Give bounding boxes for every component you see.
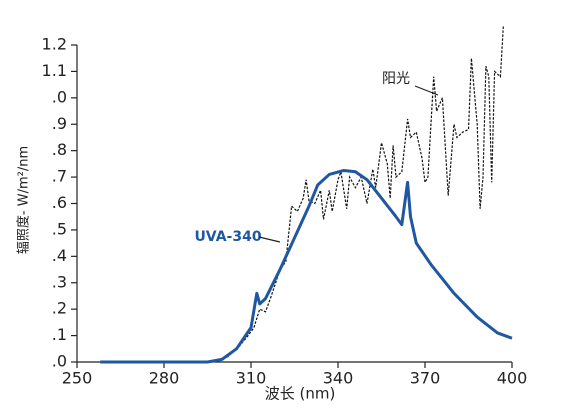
y-tick-label: 1.2 <box>42 35 67 54</box>
x-axis-label: 波长 (nm) <box>265 385 336 403</box>
y-tick-label: .0 <box>52 352 67 371</box>
x-tick-label: 250 <box>62 369 93 388</box>
x-tick-label: 310 <box>236 369 267 388</box>
y-tick-label: .5 <box>52 219 67 238</box>
leader-line <box>414 85 439 96</box>
y-tick-label: .1 <box>52 325 67 344</box>
y-tick-label: .2 <box>52 299 67 318</box>
y-tick-label: .0 <box>52 87 67 106</box>
series-line <box>100 168 513 364</box>
x-tick-label: 340 <box>323 369 354 388</box>
x-tick-label: 370 <box>410 369 441 388</box>
y-tick-label: .8 <box>52 140 67 159</box>
leader-line <box>258 236 281 243</box>
y-tick-label: .4 <box>52 246 67 265</box>
y-tick-label: .9 <box>52 114 67 133</box>
y-tick-label: .3 <box>52 272 67 291</box>
y-axis-label: 辐照度- W/m²/nm <box>16 146 32 254</box>
annotation: UVA-340 <box>194 229 261 245</box>
y-tick-label: .7 <box>52 167 67 186</box>
annotation: 阳光 <box>382 71 410 87</box>
series-line <box>215 26 504 363</box>
y-tick-label: 1.1 <box>42 61 67 80</box>
y-tick-label: .6 <box>52 193 67 212</box>
x-tick-label: 280 <box>149 369 180 388</box>
x-tick-label: 400 <box>497 369 528 388</box>
